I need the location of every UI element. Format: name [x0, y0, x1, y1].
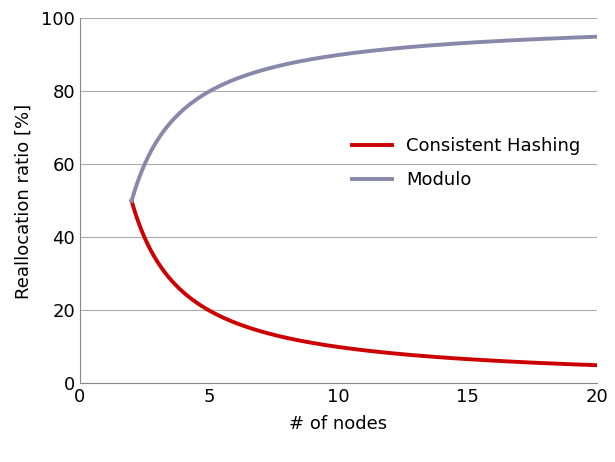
Consistent Hashing: [349, 346, 356, 352]
Consistent Hashing: [582, 362, 589, 368]
Modulo: [379, 47, 387, 52]
Consistent Hashing: [128, 198, 135, 204]
Modulo: [582, 34, 589, 40]
Consistent Hashing: [509, 359, 517, 365]
Y-axis label: Reallocation ratio [%]: Reallocation ratio [%]: [15, 103, 33, 298]
Modulo: [352, 50, 359, 55]
Consistent Hashing: [352, 346, 359, 352]
Line: Modulo: Modulo: [132, 37, 597, 201]
Consistent Hashing: [379, 350, 387, 355]
Line: Consistent Hashing: Consistent Hashing: [132, 201, 597, 365]
Consistent Hashing: [405, 352, 412, 358]
Consistent Hashing: [593, 362, 600, 368]
Legend: Consistent Hashing, Modulo: Consistent Hashing, Modulo: [344, 130, 587, 196]
X-axis label: # of nodes: # of nodes: [289, 415, 387, 432]
Modulo: [405, 44, 412, 50]
Modulo: [349, 50, 356, 56]
Modulo: [128, 198, 135, 204]
Modulo: [593, 34, 600, 40]
Modulo: [509, 37, 517, 43]
